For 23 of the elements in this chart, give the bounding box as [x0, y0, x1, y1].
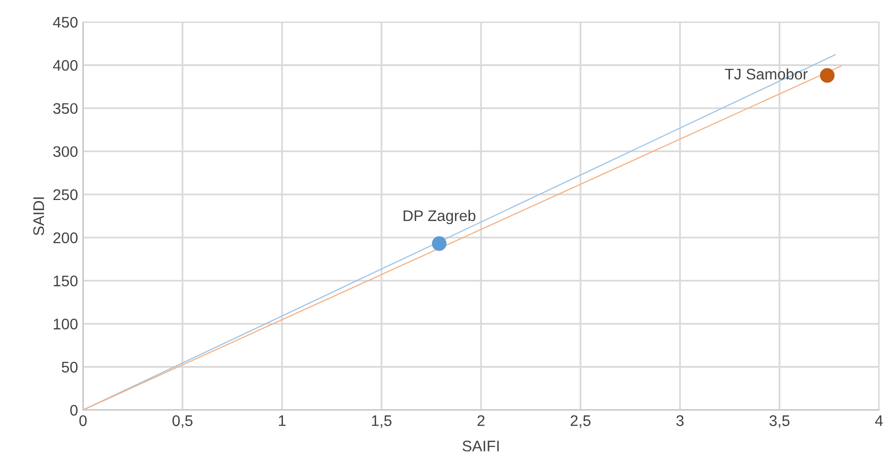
y-tick-label: 350	[53, 103, 78, 114]
x-axis-title: SAIFI	[462, 440, 499, 452]
x-tick-label: 1	[278, 415, 286, 426]
y-tick-label: 50	[62, 362, 78, 373]
x-tick-label: 1,5	[372, 415, 392, 428]
y-tick-label: 150	[54, 276, 78, 286]
x-tick-label: 2	[478, 415, 484, 426]
y-tick-label: 200	[53, 232, 78, 244]
y-tick-label: 300	[53, 146, 78, 158]
x-tick-label: 0	[79, 415, 87, 426]
y-tick-label: 100	[54, 318, 78, 330]
y-tick-label: 400	[53, 60, 78, 71]
x-tick-label: 4	[875, 415, 883, 426]
y-tick-label: 0	[70, 404, 78, 416]
annotation: DP Zagreb	[404, 210, 476, 224]
y-tick-label: 250	[53, 189, 78, 200]
annotation: TJ Samobor	[724, 68, 808, 80]
y-axis-title: SAIDI	[33, 197, 44, 236]
x-tick-label: 2,5	[570, 415, 590, 428]
x-tick-label: 3,5	[769, 415, 790, 428]
y-tick-label: 450	[53, 16, 78, 28]
x-tick-label: 3	[676, 415, 684, 426]
x-tick-label: 0,5	[172, 415, 192, 428]
